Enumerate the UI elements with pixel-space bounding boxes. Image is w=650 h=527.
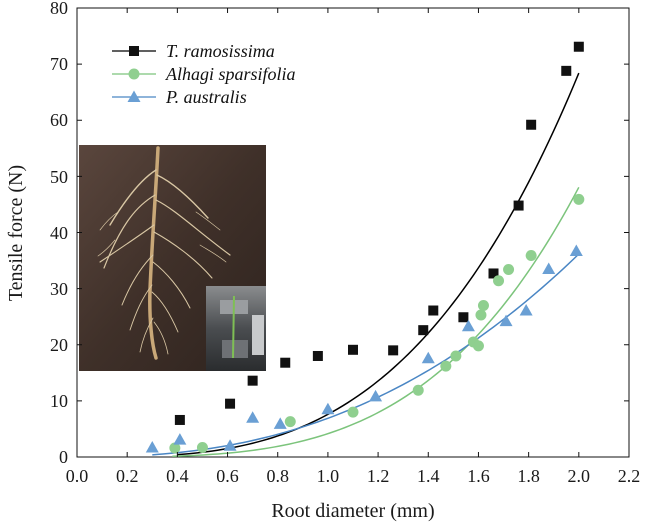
data-point-t-ramosissima <box>225 398 236 409</box>
data-point-alhagi-sparsifolia <box>525 250 537 262</box>
fit-lines <box>152 72 580 457</box>
data-point-p-australis <box>421 351 435 364</box>
legend-marker-t-ramosissima <box>129 46 139 56</box>
data-point-t-ramosissima <box>348 344 358 355</box>
data-point-alhagi-sparsifolia <box>450 350 462 362</box>
tensile-test-photo <box>206 286 266 371</box>
x-tick-label: 0.6 <box>216 466 239 486</box>
data-point-p-australis <box>273 417 287 429</box>
data-point-t-ramosissima <box>526 119 537 130</box>
y-axis: 0 10 20 30 40 50 60 70 80 <box>50 0 68 467</box>
data-point-t-ramosissima <box>573 41 584 52</box>
data-point-p-australis <box>519 304 533 316</box>
x-tick-label: 1.6 <box>467 466 490 486</box>
data-point-t-ramosissima <box>561 65 572 76</box>
y-tick-label: 80 <box>50 0 68 18</box>
y-tick-label: 0 <box>59 447 68 467</box>
y-tick-label: 60 <box>50 110 68 130</box>
data-point-t-ramosissima <box>513 200 524 211</box>
x-tick-label: 0.0 <box>66 466 89 486</box>
root-system-photo <box>79 145 266 371</box>
data-point-t-ramosissima <box>280 357 291 368</box>
x-tick-label: 1.0 <box>317 466 340 486</box>
data-point-p-australis <box>223 439 237 451</box>
data-point-alhagi-sparsifolia <box>493 275 505 287</box>
data-point-p-australis <box>542 262 556 274</box>
data-point-p-australis <box>173 433 187 445</box>
data-point-p-australis <box>321 402 335 415</box>
data-point-alhagi-sparsifolia <box>412 384 424 396</box>
data-point-t-ramosissima <box>247 375 258 386</box>
data-point-alhagi-sparsifolia <box>477 299 489 311</box>
data-point-t-ramosissima <box>418 325 429 336</box>
data-points <box>145 41 585 454</box>
legend-label-t-ramosissima: T. ramosissima <box>166 41 275 61</box>
x-tick-label: 0.4 <box>166 466 189 486</box>
data-point-alhagi-sparsifolia <box>196 441 208 453</box>
data-point-t-ramosissima <box>488 268 499 279</box>
data-point-p-australis <box>499 314 513 327</box>
x-axis: 0.0 0.2 0.4 0.6 0.8 1.0 1.2 1.4 1.6 1.8 … <box>66 466 641 486</box>
data-point-p-australis <box>145 440 159 453</box>
x-tick-label: 0.8 <box>266 466 289 486</box>
data-point-alhagi-sparsifolia <box>503 264 515 276</box>
x-tick-label: 1.8 <box>517 466 540 486</box>
data-point-t-ramosissima <box>458 312 469 323</box>
x-axis-label: Root diameter (mm) <box>271 500 434 522</box>
fit-line-alhagi-sparsifolia <box>172 186 580 457</box>
legend-marker-p-australis <box>127 90 141 102</box>
legend: T. ramosissima Alhagi sparsifolia P. aus… <box>112 41 296 107</box>
data-point-alhagi-sparsifolia <box>573 193 585 205</box>
data-point-alhagi-sparsifolia <box>440 360 452 372</box>
x-tick-label: 1.4 <box>417 466 440 486</box>
x-tick-label: 1.2 <box>367 466 390 486</box>
data-point-alhagi-sparsifolia <box>475 309 487 321</box>
data-point-alhagi-sparsifolia <box>169 442 181 454</box>
y-tick-label: 50 <box>50 167 68 187</box>
y-tick-label: 20 <box>50 335 68 355</box>
data-point-t-ramosissima <box>312 350 323 361</box>
data-point-t-ramosissima <box>428 305 439 316</box>
data-point-t-ramosissima <box>174 414 185 425</box>
x-tick-label: 2.0 <box>568 466 591 486</box>
tick-marks <box>76 7 630 458</box>
legend-label-p-australis: P. australis <box>165 87 247 107</box>
data-point-p-australis <box>461 319 475 332</box>
data-point-alhagi-sparsifolia <box>472 340 484 352</box>
fit-line-t-ramosissima <box>177 72 580 456</box>
fit-line-p-australis <box>152 253 580 456</box>
data-point-alhagi-sparsifolia <box>284 416 296 428</box>
x-tick-label: 2.2 <box>618 466 641 486</box>
legend-label-alhagi-sparsifolia: Alhagi sparsifolia <box>165 64 296 84</box>
data-point-p-australis <box>569 244 583 257</box>
x-tick-label: 0.2 <box>116 466 139 486</box>
y-tick-label: 30 <box>50 279 68 299</box>
y-tick-label: 10 <box>50 391 68 411</box>
data-point-p-australis <box>246 411 260 423</box>
y-tick-label: 40 <box>50 223 68 243</box>
y-axis-label: Tensile force (N) <box>5 165 27 301</box>
data-point-alhagi-sparsifolia <box>347 406 359 418</box>
data-point-t-ramosissima <box>388 345 399 356</box>
legend-marker-alhagi-sparsifolia <box>128 68 140 80</box>
y-tick-label: 70 <box>50 54 68 74</box>
data-point-p-australis <box>369 389 383 402</box>
